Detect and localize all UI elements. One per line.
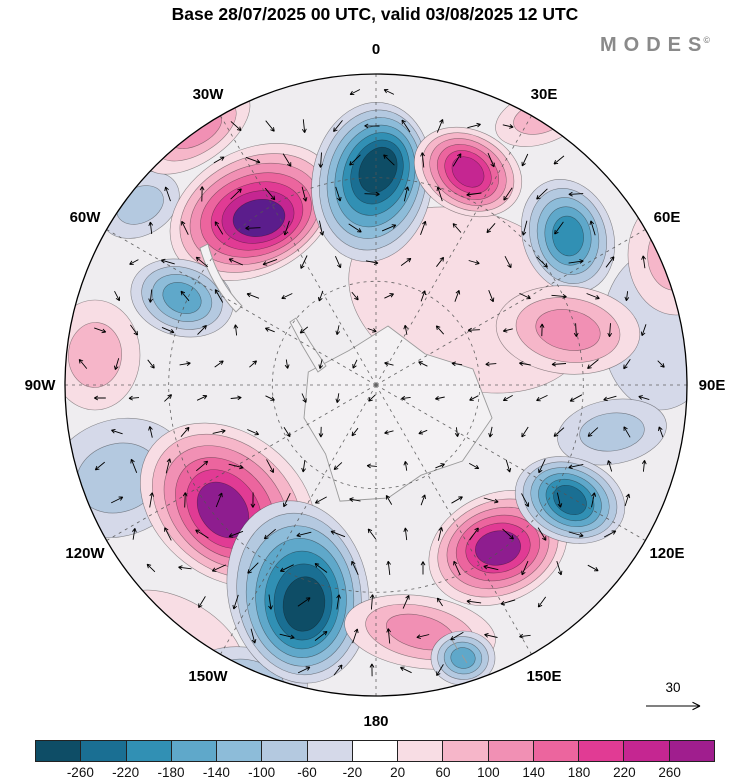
colorbar-tick-label: -140	[202, 765, 230, 780]
colorbar-cell	[488, 741, 534, 761]
anomaly-map: 0 30E 60E 90E 120E 150E 180 150W 120W 90W 60W 30W 30	[25, 41, 726, 730]
modes-logo-text: MODES	[600, 34, 709, 56]
longitude-label: 60W	[70, 209, 102, 226]
colorbar-tick-label: 260	[658, 765, 681, 780]
colorbar-tick-label: 180	[567, 765, 591, 780]
colorbar-cell	[217, 741, 263, 761]
colorbar-cell	[669, 741, 714, 761]
longitude-label: 150E	[526, 668, 561, 685]
colorbar-tick-label: 20	[390, 765, 406, 780]
map-clip-layer	[65, 74, 687, 696]
longitude-label: 180	[363, 713, 388, 730]
colorbar-tick-label: 220	[613, 765, 636, 780]
colorbar-cell	[579, 741, 625, 761]
colorbar-cell	[36, 741, 82, 761]
colorbar-cell	[443, 741, 489, 761]
colorbar-cell	[533, 741, 580, 761]
longitude-label: 120E	[649, 545, 684, 562]
colorbar-tick-label: -60	[297, 765, 317, 780]
colorbar-tick-label: -220	[112, 765, 140, 780]
wind-arrows	[78, 88, 665, 677]
longitude-label: 30E	[531, 86, 558, 103]
colorbar-tick-labels: -260 -220 -180 -140 -100 -60 -20 20 60 100 140 180 2…	[35, 765, 715, 781]
colorbar-tick-label: -180	[157, 765, 185, 780]
colorbar-tick-label: -20	[342, 765, 363, 780]
colorbar-tick-label: -260	[66, 765, 94, 780]
longitude-label: 0	[372, 41, 380, 58]
graticule	[65, 74, 687, 696]
longitude-labels: 0 30E 60E 90E 120E 150E 180 150W 120W 90W 60W 30W	[25, 41, 726, 730]
longitude-label: 90E	[699, 377, 726, 394]
colorbar-cell	[126, 741, 172, 761]
colorbar-cell	[171, 741, 218, 761]
colorbar-tick-label: -100	[248, 765, 276, 780]
chart-title: Base 28/07/2025 00 UTC, valid 03/08/2025…	[171, 4, 579, 24]
longitude-label: 60E	[654, 209, 681, 226]
colorbar-tick-label: 140	[522, 765, 545, 780]
colorbar-cell	[352, 741, 399, 761]
colorbar-cell	[307, 741, 353, 761]
colorbar-tick-label: 60	[435, 765, 451, 780]
modes-logo: MODES©	[600, 34, 710, 57]
longitude-label: 90W	[25, 377, 57, 394]
modes-logo-copyright: ©	[703, 35, 710, 46]
colorbar	[35, 740, 715, 762]
wind-reference-label: 30	[665, 680, 680, 695]
colorbar-cell	[624, 741, 670, 761]
colorbar-cell	[398, 741, 444, 761]
wind-reference: 30	[646, 680, 701, 711]
longitude-label: 150W	[188, 668, 228, 685]
wind-reference-arrow	[646, 701, 701, 711]
colorbar-cell	[81, 741, 127, 761]
colorbar-cell	[262, 741, 308, 761]
map-boundary-circle	[64, 73, 688, 697]
longitude-label: 30W	[193, 86, 225, 103]
longitude-label: 120W	[65, 545, 105, 562]
colorbar-tick-label: 100	[477, 765, 500, 780]
